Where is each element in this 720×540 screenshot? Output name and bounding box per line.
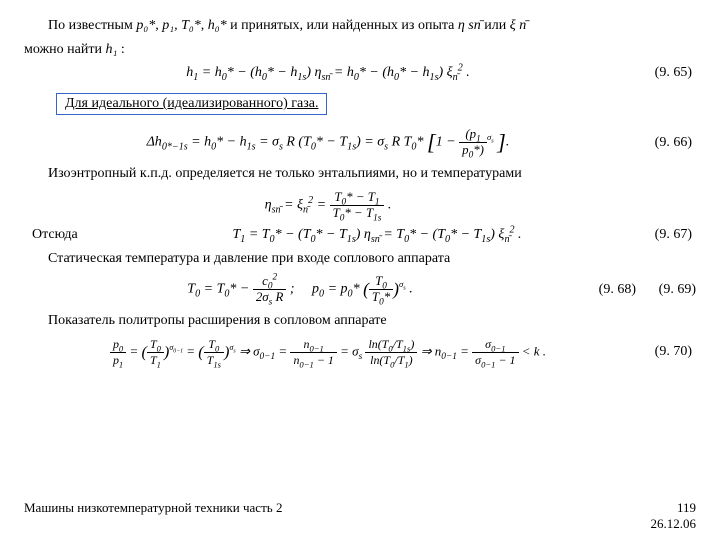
equation-9-68-69: T0 = T0* − c022σs R ; p0 = p0* (T0T0*)σs… bbox=[24, 274, 696, 305]
boxed-text: Для идеального (идеализированного) газа. bbox=[56, 93, 327, 115]
eq-body: T0 = T0* − c022σs R ; p0 = p0* (T0T0*)σs… bbox=[24, 274, 576, 305]
otsyuda: Отсюда bbox=[24, 227, 122, 243]
xi: ξ п̄ bbox=[510, 18, 527, 33]
iso-line: Изоэнтропный к.п.д. определяется не толь… bbox=[24, 164, 696, 184]
eq-number-68: (9. 68) bbox=[576, 282, 636, 298]
txt: или bbox=[484, 18, 506, 33]
poly-line: Показатель политропы расширения в соплов… bbox=[24, 311, 696, 331]
h1: h₁ bbox=[105, 42, 117, 57]
eq-number-69: (9. 69) bbox=[636, 282, 696, 298]
eq-number: (9. 67) bbox=[632, 227, 696, 243]
boxed-note: Для идеального (идеализированного) газа. bbox=[24, 87, 696, 121]
eq-number: (9. 65) bbox=[632, 65, 696, 81]
colon: : bbox=[121, 42, 125, 57]
txt: По известным bbox=[48, 18, 133, 33]
intro-line-1: По известным p₀*, p₁, T₀*, h₀* и приняты… bbox=[24, 16, 696, 36]
page-number: 119 bbox=[651, 500, 697, 516]
vars: p₀*, p₁, T₀*, h₀* bbox=[136, 18, 226, 33]
eq-body: T1 = T0* − (T0* − T1s) ηsп̄ = T0* − (T0*… bbox=[122, 227, 632, 243]
intro-line-2: можно найти h₁ : bbox=[24, 40, 696, 60]
eq-number: (9. 70) bbox=[632, 344, 696, 360]
equation-9-66: Δh0*−1s = h0* − h1s = σs R (T0* − T1s) =… bbox=[24, 127, 696, 158]
page-footer: Машины низкотемпературной техники часть … bbox=[0, 500, 720, 532]
footer-meta: 119 26.12.06 bbox=[651, 500, 697, 532]
equation-9-67: Отсюда T1 = T0* − (T0* − T1s) ηsп̄ = T0*… bbox=[24, 227, 696, 243]
eq-body: p0p1 = (T0T1)σ0−1 = (T0T1s)σs ⇒ σ0−1 = n… bbox=[24, 337, 632, 368]
eq-body: Δh0*−1s = h0* − h1s = σs R (T0* − T1s) =… bbox=[24, 127, 632, 158]
eta: η sп̄ bbox=[458, 18, 481, 33]
txt: можно найти bbox=[24, 42, 102, 57]
eq-body: h1 = h0* − (h0* − h1s) ηsп̄ = h0* − (h0*… bbox=[24, 65, 632, 81]
txt: и принятых, или найденных из опыта bbox=[230, 18, 454, 33]
eq-body: ηsп̄ = ξп̄2 = T0* − T1T0* − T1s . bbox=[24, 190, 632, 221]
equation-9-70: p0p1 = (T0T1)σ0−1 = (T0T1s)σs ⇒ σ0−1 = n… bbox=[24, 337, 696, 368]
footer-title: Машины низкотемпературной техники часть … bbox=[24, 500, 282, 532]
eq-number: (9. 66) bbox=[632, 135, 696, 151]
page-date: 26.12.06 bbox=[651, 516, 697, 532]
equation-9-65: h1 = h0* − (h0* − h1s) ηsп̄ = h0* − (h0*… bbox=[24, 65, 696, 81]
static-line: Статическая температура и давление при в… bbox=[24, 249, 696, 269]
equation-eta-def: ηsп̄ = ξп̄2 = T0* − T1T0* − T1s . bbox=[24, 190, 696, 221]
